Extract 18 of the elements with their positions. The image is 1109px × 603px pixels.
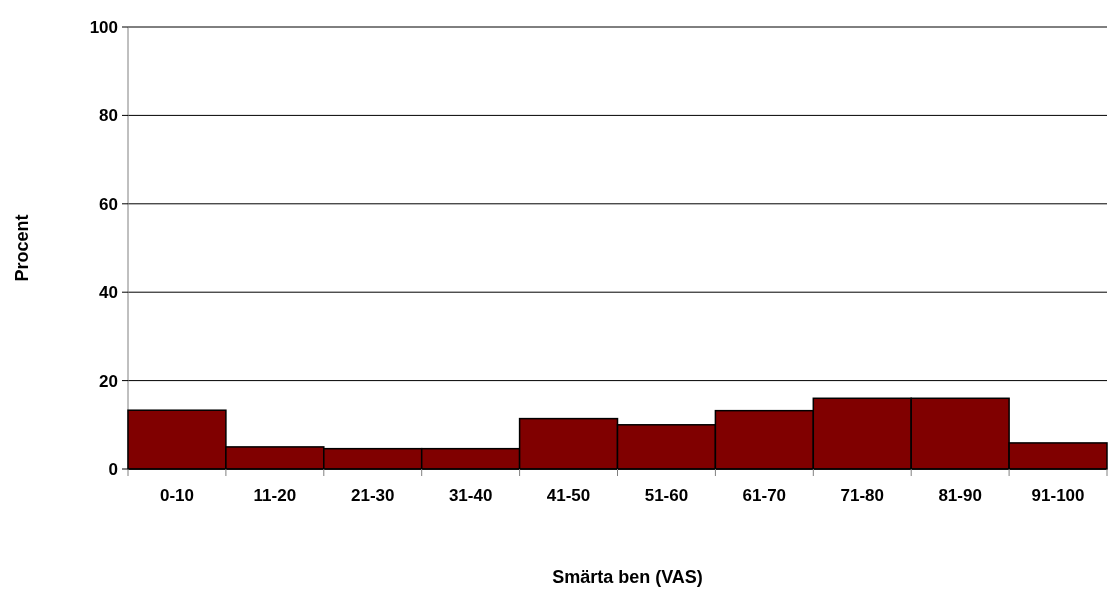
x-tick-label: 71-80 — [840, 486, 884, 505]
y-tick-label: 100 — [89, 17, 118, 37]
y-tick-label: 60 — [99, 194, 118, 214]
x-tick-label: 61-70 — [742, 486, 787, 505]
x-tick-label: 91-100 — [1031, 486, 1085, 505]
x-tick-label: 41-50 — [546, 486, 591, 505]
x-tick-label: 31-40 — [448, 486, 493, 505]
y-tick-label: 80 — [99, 106, 118, 126]
x-axis-title: Smärta ben (VAS) — [552, 567, 703, 587]
y-tick-label: 0 — [108, 459, 118, 479]
x-tick-label: 0-10 — [159, 486, 194, 505]
y-tick-label: 20 — [99, 371, 118, 391]
x-tick-label: 81-90 — [938, 486, 982, 505]
x-tick-label: 51-60 — [644, 486, 689, 505]
y-axis-title: Procent — [12, 214, 32, 282]
x-tick-label: 21-30 — [351, 486, 395, 505]
x-tick-label: 11-20 — [253, 486, 297, 505]
y-tick-label: 40 — [99, 283, 118, 303]
